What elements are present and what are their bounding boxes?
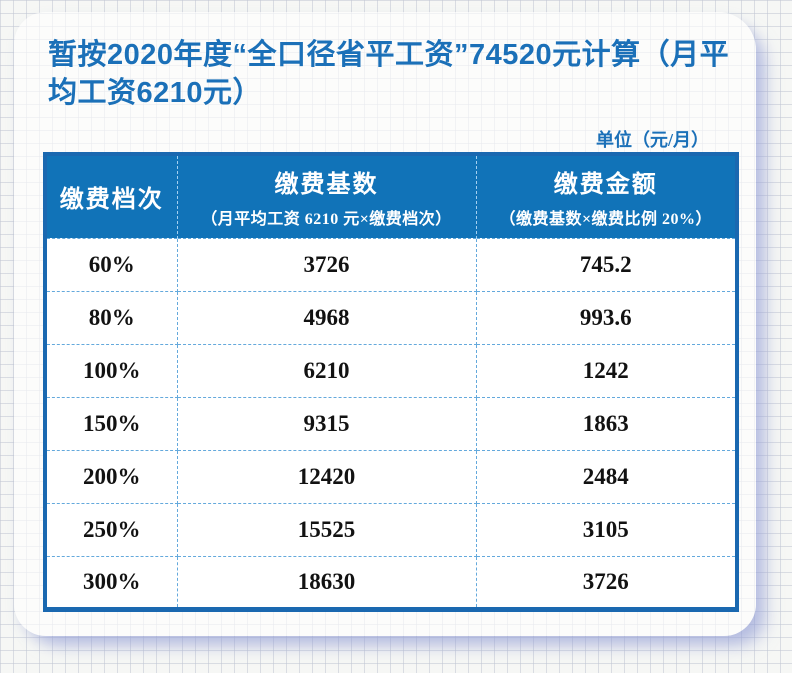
tier-cell: 60% bbox=[44, 237, 178, 292]
base-cell: 12420 bbox=[176, 449, 477, 504]
unit-label: 单位（元/月） bbox=[595, 130, 709, 150]
header-amount-sublabel: （缴费基数×缴费比例 20%） bbox=[499, 211, 713, 229]
table-row: 150% 9315 1863 bbox=[44, 396, 738, 451]
header-base-column: 缴费基数 （月平均工资 6210 元×缴费档次） bbox=[176, 154, 476, 238]
amount-cell: 2484 bbox=[475, 449, 738, 504]
header-amount-column: 缴费金额 （缴费基数×缴费比例 20%） bbox=[475, 154, 737, 238]
table-row: 200% 12420 2484 bbox=[44, 449, 738, 504]
table-row: 300% 18630 3726 bbox=[44, 555, 738, 610]
tier-cell: 100% bbox=[44, 343, 178, 398]
table-row: 60% 3726 745.2 bbox=[44, 237, 738, 292]
base-cell: 4968 bbox=[176, 290, 477, 345]
contribution-table: 缴费档次 缴费基数 （月平均工资 6210 元×缴费档次） 缴费金额 （缴费基数… bbox=[43, 152, 739, 612]
tier-cell: 300% bbox=[44, 555, 178, 610]
table-row: 100% 6210 1242 bbox=[44, 343, 738, 398]
header-tier-column: 缴费档次 bbox=[45, 154, 177, 238]
amount-cell: 745.2 bbox=[475, 237, 738, 292]
tier-cell: 250% bbox=[44, 502, 178, 557]
base-cell: 3726 bbox=[176, 237, 477, 292]
base-cell: 9315 bbox=[176, 396, 477, 451]
tier-cell: 80% bbox=[44, 290, 178, 345]
amount-cell: 993.6 bbox=[475, 290, 738, 345]
header-amount-label: 缴费金额 bbox=[553, 172, 658, 199]
table-row: 80% 4968 993.6 bbox=[44, 290, 738, 345]
tier-cell: 150% bbox=[44, 396, 178, 451]
header-tier-label: 缴费档次 bbox=[59, 187, 164, 214]
tier-cell: 200% bbox=[44, 449, 178, 504]
amount-cell: 3726 bbox=[475, 555, 738, 610]
base-cell: 15525 bbox=[176, 502, 477, 557]
amount-cell: 1863 bbox=[475, 396, 738, 451]
table-header-row: 缴费档次 缴费基数 （月平均工资 6210 元×缴费档次） 缴费金额 （缴费基数… bbox=[45, 154, 737, 238]
amount-cell: 1242 bbox=[475, 343, 738, 398]
base-cell: 6210 bbox=[176, 343, 477, 398]
amount-cell: 3105 bbox=[475, 502, 738, 557]
table-row: 250% 15525 3105 bbox=[44, 502, 738, 557]
header-base-sublabel: （月平均工资 6210 元×缴费档次） bbox=[201, 211, 452, 229]
base-cell: 18630 bbox=[176, 555, 477, 610]
page-title: 暂按2020年度“全口径省平工资”74520元计算（月平均工资6210元） bbox=[48, 39, 730, 109]
content-card: 暂按2020年度“全口径省平工资”74520元计算（月平均工资6210元） 单位… bbox=[14, 12, 756, 636]
header-base-label: 缴费基数 bbox=[274, 172, 379, 199]
